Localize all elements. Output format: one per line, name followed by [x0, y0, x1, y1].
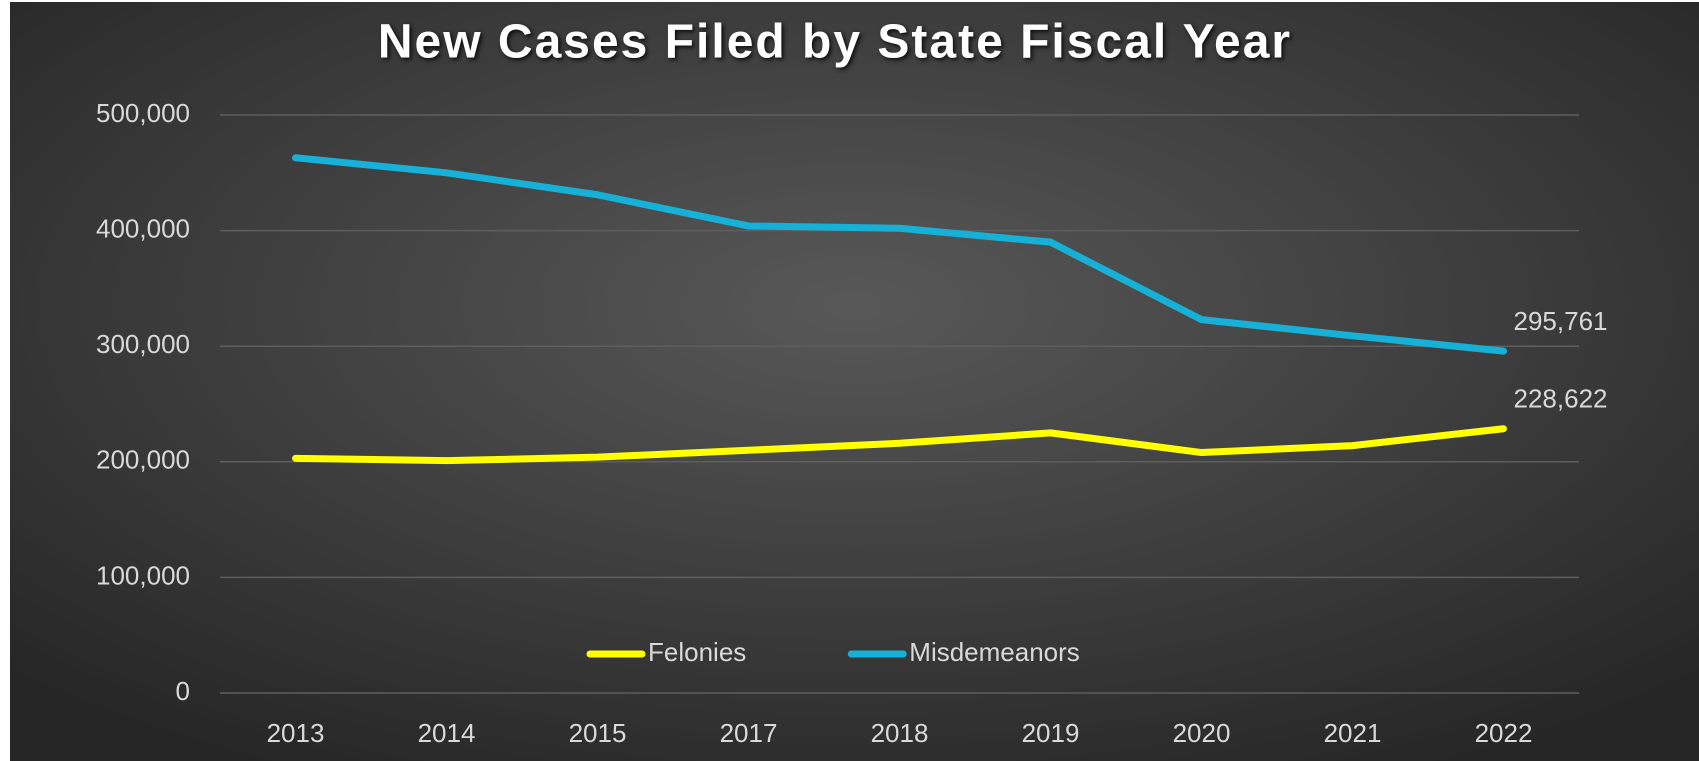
y-tick-label: 300,000: [96, 329, 190, 359]
x-tick-label: 2022: [1475, 718, 1533, 748]
data-label: 228,622: [1514, 384, 1608, 414]
y-tick-label: 500,000: [96, 98, 190, 128]
chart-title: New Cases Filed by State Fiscal Year: [378, 16, 1292, 69]
chart-background: [10, 2, 1699, 761]
x-tick-label: 2014: [418, 718, 476, 748]
line-series: [292, 425, 1507, 465]
x-tick-label: 2013: [267, 718, 325, 748]
legend-label: Felonies: [648, 637, 746, 667]
x-tick-label: 2019: [1022, 718, 1080, 748]
legend-label: Misdemeanors: [909, 637, 1080, 667]
x-tick-label: 2021: [1324, 718, 1382, 748]
y-tick-label: 200,000: [96, 445, 190, 475]
data-label: 295,761: [1514, 306, 1608, 336]
x-tick-label: 2015: [569, 718, 627, 748]
y-tick-label: 0: [176, 676, 190, 706]
y-tick-label: 400,000: [96, 213, 190, 243]
x-tick-label: 2018: [871, 718, 929, 748]
line-series: [292, 154, 1507, 355]
x-tick-label: 2020: [1173, 718, 1231, 748]
y-tick-label: 100,000: [96, 560, 190, 590]
x-tick-label: 2017: [720, 718, 778, 748]
